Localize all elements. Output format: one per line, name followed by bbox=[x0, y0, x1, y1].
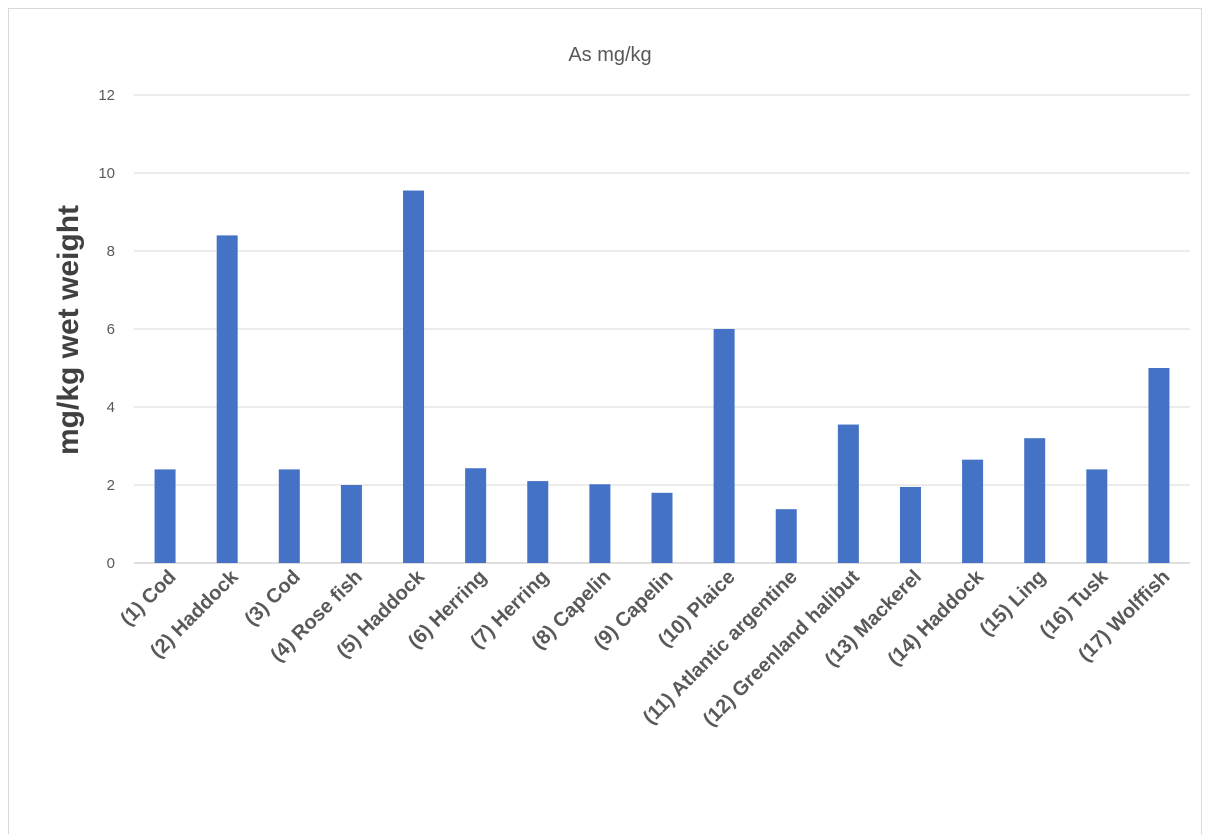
bar bbox=[278, 469, 300, 563]
y-tick-label: 2 bbox=[107, 477, 115, 494]
bar bbox=[899, 486, 921, 563]
bar bbox=[837, 424, 859, 563]
bar bbox=[465, 468, 487, 563]
bar bbox=[154, 469, 176, 563]
bar bbox=[713, 329, 735, 563]
bar bbox=[1024, 438, 1046, 563]
bar bbox=[216, 235, 238, 563]
y-axis-label: mg/kg wet weight bbox=[52, 205, 85, 455]
bar bbox=[775, 509, 797, 563]
bars bbox=[154, 190, 1170, 564]
bar bbox=[1148, 368, 1170, 563]
bar bbox=[340, 485, 362, 563]
y-tick-label: 12 bbox=[98, 87, 115, 104]
y-tick-label: 6 bbox=[107, 321, 115, 338]
bar bbox=[527, 481, 549, 563]
y-tick-label: 10 bbox=[98, 165, 115, 182]
bar bbox=[962, 459, 984, 563]
x-axis-category-labels: (1) Cod(2) Haddock(3) Cod(4) Rose fish(5… bbox=[116, 565, 1174, 730]
y-tick-label: 0 bbox=[107, 555, 115, 572]
bar bbox=[1086, 469, 1108, 563]
bar bbox=[403, 190, 425, 564]
x-category-label: (3) Cod bbox=[241, 566, 305, 630]
x-category-label: (1) Cod bbox=[116, 566, 180, 630]
bar bbox=[651, 492, 673, 563]
gridlines bbox=[134, 94, 1190, 564]
y-tick-label: 4 bbox=[107, 399, 115, 416]
bar bbox=[589, 484, 611, 563]
y-tick-label: 8 bbox=[107, 243, 115, 260]
chart-title: As mg/kg bbox=[568, 44, 651, 66]
y-axis-ticks: 0 2 4 6 8 10 12 bbox=[98, 87, 115, 572]
chart-frame bbox=[8, 8, 1202, 834]
